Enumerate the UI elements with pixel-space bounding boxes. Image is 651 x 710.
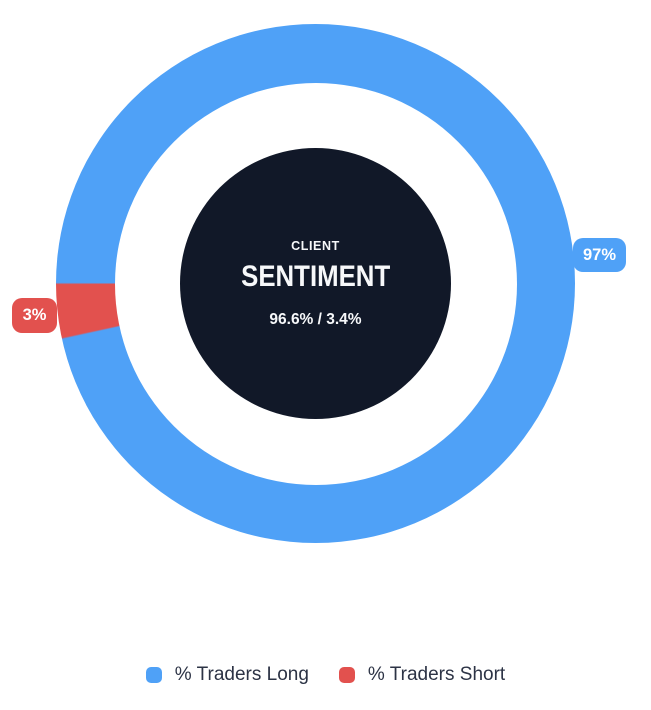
sentiment-donut-chart: CLIENT SENTIMENT 96.6% / 3.4% 97% 3% <box>12 24 626 543</box>
long-percent-badge: 97% <box>573 238 626 272</box>
legend-item-traders-short[interactable]: % Traders Short <box>338 662 506 688</box>
short-percent-badge: 3% <box>12 298 57 333</box>
legend-label-long: % Traders Long <box>174 664 309 685</box>
center-title-small: CLIENT <box>291 239 340 253</box>
long-legend-swatch-icon <box>145 667 162 683</box>
center-disc: CLIENT SENTIMENT 96.6% / 3.4% <box>180 148 451 419</box>
legend-item-traders-long[interactable]: % Traders Long <box>145 662 309 688</box>
chart-legend: % Traders Long % Traders Short <box>0 662 651 688</box>
short-legend-swatch-icon <box>338 667 355 683</box>
center-ratio-text: 96.6% / 3.4% <box>269 311 362 328</box>
center-title-large: SENTIMENT <box>240 260 391 293</box>
legend-label-short: % Traders Short <box>367 664 506 685</box>
